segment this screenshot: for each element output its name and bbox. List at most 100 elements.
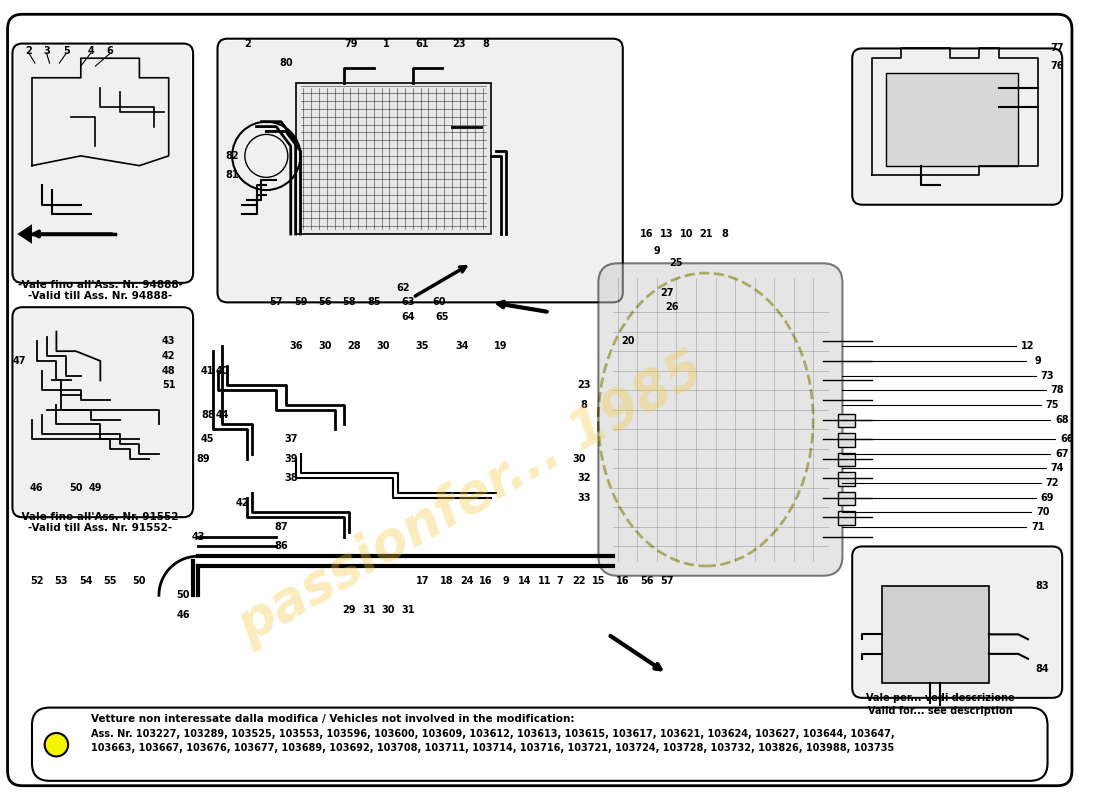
Text: 88: 88 — [201, 410, 214, 420]
Text: 26: 26 — [664, 302, 679, 312]
Text: 32: 32 — [576, 473, 591, 483]
Text: 45: 45 — [201, 434, 214, 444]
Text: Valid for... see description: Valid for... see description — [868, 706, 1012, 715]
Text: 63: 63 — [402, 298, 415, 307]
Circle shape — [45, 733, 68, 757]
Text: 68: 68 — [1055, 414, 1069, 425]
Text: 46: 46 — [177, 610, 190, 620]
Text: 18: 18 — [440, 576, 454, 586]
Text: 76: 76 — [1050, 61, 1064, 71]
Text: 89: 89 — [196, 454, 210, 463]
Text: 2: 2 — [244, 38, 251, 49]
Text: 62: 62 — [396, 282, 410, 293]
Text: 4: 4 — [87, 46, 94, 56]
Text: 55: 55 — [103, 576, 117, 586]
Text: 58: 58 — [342, 298, 356, 307]
Text: 50: 50 — [133, 576, 146, 586]
Text: 73: 73 — [1041, 370, 1054, 381]
Text: 83: 83 — [1036, 581, 1049, 590]
Text: 16: 16 — [640, 229, 653, 239]
Text: 50: 50 — [177, 590, 190, 600]
Text: 42: 42 — [162, 351, 175, 361]
Text: 29: 29 — [342, 605, 356, 615]
Text: 16: 16 — [616, 576, 629, 586]
Text: 1: 1 — [383, 38, 389, 49]
Text: -Valid till Ass. Nr. 91552-: -Valid till Ass. Nr. 91552- — [29, 523, 173, 533]
Text: 80: 80 — [279, 58, 293, 68]
FancyBboxPatch shape — [598, 263, 843, 576]
Text: -Vale fino all'Ass. Nr. 91552-: -Vale fino all'Ass. Nr. 91552- — [18, 512, 183, 522]
Text: 36: 36 — [289, 342, 302, 351]
Text: A: A — [52, 738, 62, 751]
Text: 9: 9 — [653, 246, 660, 255]
FancyBboxPatch shape — [14, 309, 191, 515]
Text: 22: 22 — [572, 576, 585, 586]
Text: 21: 21 — [698, 229, 713, 239]
Text: 71: 71 — [1031, 522, 1045, 532]
Text: 9: 9 — [503, 576, 509, 586]
Polygon shape — [18, 224, 32, 244]
Bar — [837, 434, 855, 447]
Text: 70: 70 — [1036, 507, 1049, 518]
Text: 30: 30 — [377, 342, 390, 351]
Text: 30: 30 — [382, 605, 395, 615]
Text: 17: 17 — [416, 576, 429, 586]
Text: 87: 87 — [274, 522, 288, 532]
Text: 6: 6 — [107, 46, 113, 56]
Text: 35: 35 — [416, 342, 429, 351]
Text: 61: 61 — [416, 38, 429, 49]
Text: 13: 13 — [660, 229, 673, 239]
Text: 85: 85 — [367, 298, 381, 307]
Text: 43: 43 — [191, 532, 205, 542]
Text: 31: 31 — [402, 605, 415, 615]
Text: 81: 81 — [226, 170, 239, 181]
Text: 48: 48 — [162, 366, 176, 376]
Text: 46: 46 — [30, 483, 44, 493]
Text: 3: 3 — [43, 46, 50, 56]
Text: 86: 86 — [274, 542, 288, 551]
Text: 50: 50 — [69, 483, 82, 493]
Text: 51: 51 — [162, 380, 175, 390]
Text: 10: 10 — [680, 229, 693, 239]
Text: 52: 52 — [30, 576, 44, 586]
Text: 78: 78 — [1050, 386, 1064, 395]
Text: 15: 15 — [592, 576, 605, 586]
Text: 27: 27 — [660, 287, 673, 298]
Text: 23: 23 — [452, 38, 465, 49]
Text: 72: 72 — [1046, 478, 1059, 488]
Text: 19: 19 — [494, 342, 507, 351]
Text: 43: 43 — [162, 337, 175, 346]
Text: 41: 41 — [201, 366, 214, 376]
Text: 33: 33 — [576, 493, 591, 502]
FancyBboxPatch shape — [855, 549, 1060, 696]
Text: 69: 69 — [1041, 493, 1054, 502]
Text: 40: 40 — [216, 366, 229, 376]
Text: 37: 37 — [284, 434, 297, 444]
Text: 57: 57 — [270, 298, 283, 307]
Text: 54: 54 — [79, 576, 92, 586]
Bar — [837, 511, 855, 525]
Text: 2: 2 — [25, 46, 32, 56]
Text: 49: 49 — [89, 483, 102, 493]
Text: 66: 66 — [1060, 434, 1074, 444]
Bar — [296, 82, 491, 234]
Text: 9: 9 — [1034, 356, 1041, 366]
Text: 5: 5 — [63, 46, 69, 56]
Text: passionfer... 1985: passionfer... 1985 — [229, 342, 714, 653]
Text: 103663, 103667, 103676, 103677, 103689, 103692, 103708, 103711, 103714, 103716, : 103663, 103667, 103676, 103677, 103689, … — [90, 742, 894, 753]
Text: 74: 74 — [1050, 463, 1064, 474]
Bar — [837, 414, 855, 427]
Text: 8: 8 — [483, 38, 490, 49]
Bar — [837, 453, 855, 466]
Text: 8: 8 — [581, 400, 587, 410]
Text: 38: 38 — [284, 473, 298, 483]
Text: 47: 47 — [12, 356, 26, 366]
Text: 77: 77 — [1050, 43, 1064, 54]
Text: Vetture non interessate dalla modifica / Vehicles not involved in the modificati: Vetture non interessate dalla modifica /… — [90, 714, 574, 724]
Text: 59: 59 — [294, 298, 307, 307]
Text: 84: 84 — [1036, 663, 1049, 674]
Text: Vale per... vedi descrizione: Vale per... vedi descrizione — [866, 693, 1014, 703]
Text: 75: 75 — [1046, 400, 1059, 410]
Text: -Vale fino all'Ass. Nr. 94888-: -Vale fino all'Ass. Nr. 94888- — [18, 280, 183, 290]
Text: 44: 44 — [216, 410, 229, 420]
